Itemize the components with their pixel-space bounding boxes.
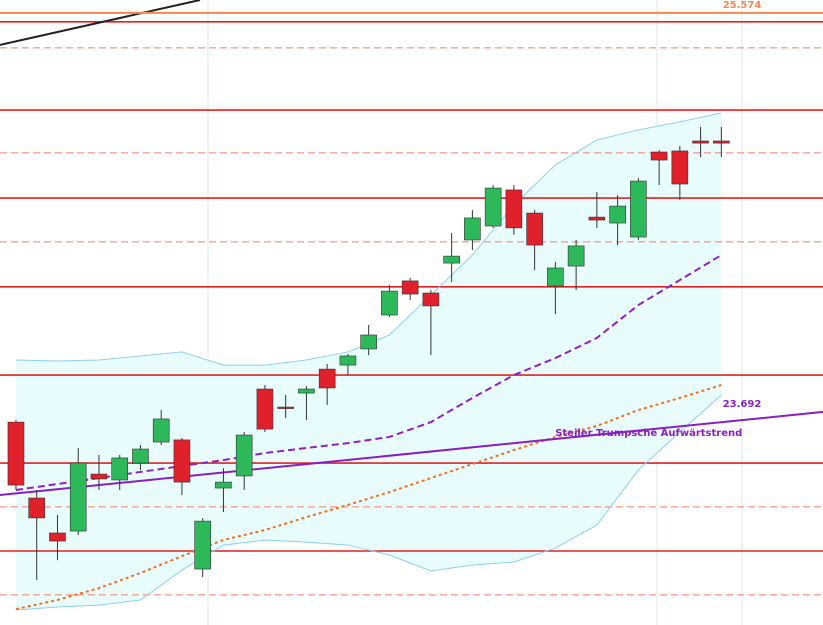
candle-body — [49, 532, 66, 542]
candle-body — [505, 189, 523, 229]
candle-body — [650, 151, 668, 161]
candle-body — [609, 205, 626, 224]
candle-body — [692, 140, 709, 144]
candle-body — [567, 245, 585, 267]
candle-body — [194, 520, 211, 570]
indicator-line — [15, 254, 722, 491]
candle-body — [588, 216, 606, 221]
candle-body — [277, 406, 294, 409]
indicator-line — [15, 394, 722, 611]
price-label: 25.574 — [723, 0, 762, 11]
candle-body — [547, 267, 564, 287]
candle-body — [630, 180, 647, 238]
candle-body — [401, 280, 419, 295]
candle-body — [671, 150, 689, 185]
price-label: 23.692 — [723, 399, 762, 410]
candle-body — [422, 292, 440, 307]
candle-body — [381, 290, 398, 316]
candle-body — [339, 355, 357, 366]
candle-body — [152, 418, 170, 443]
indicator-line — [0, 0, 201, 46]
candle-body — [7, 421, 25, 486]
candle-body — [484, 187, 502, 227]
candle-body — [360, 334, 377, 350]
indicator-line — [0, 410, 823, 497]
candle-body — [526, 212, 543, 246]
candle-body — [443, 255, 460, 264]
candle-body — [464, 217, 481, 241]
candle-body — [318, 368, 336, 389]
candle-body — [132, 448, 149, 464]
candle-body — [28, 497, 46, 519]
band-fill — [15, 113, 722, 610]
candle-body — [69, 462, 87, 532]
candle-body — [713, 140, 730, 144]
candle-body — [215, 481, 232, 489]
annotation: Steiler Trumpsche Aufwärtstrend — [555, 428, 742, 439]
candle-body — [111, 457, 129, 481]
candle-body — [90, 473, 108, 480]
candle-body — [256, 388, 274, 430]
candle-body — [235, 434, 253, 477]
indicator-line — [15, 384, 722, 611]
candle-body — [173, 439, 191, 483]
candle-body — [298, 388, 315, 394]
